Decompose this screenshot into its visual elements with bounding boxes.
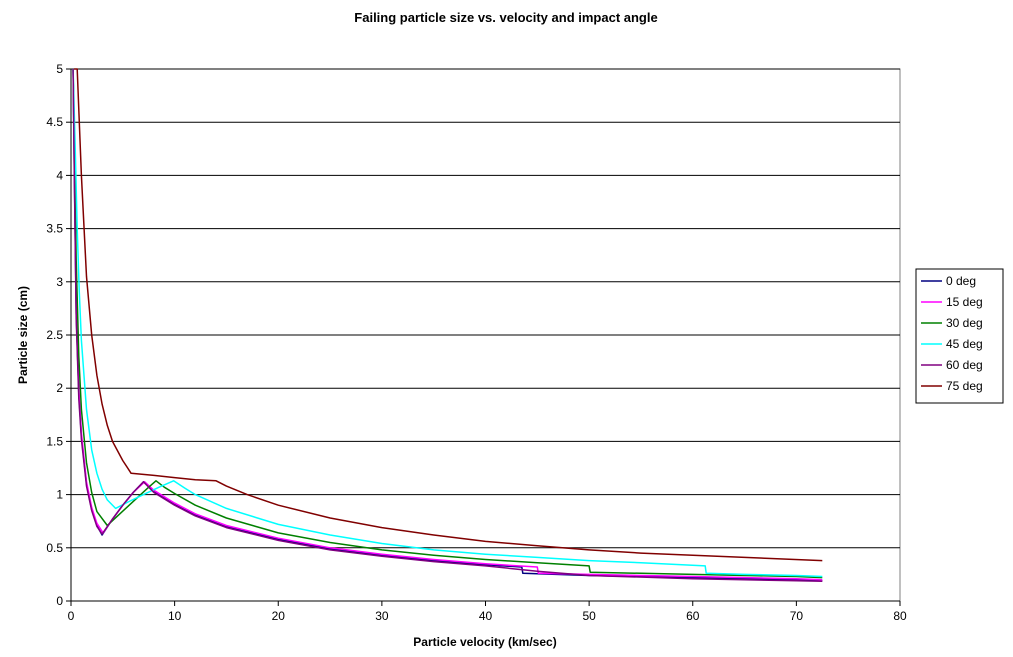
y-tick-label: 5 xyxy=(56,62,63,76)
series-line-45-deg xyxy=(72,68,823,578)
y-tick-label: 0.5 xyxy=(46,541,63,555)
series-line-75-deg xyxy=(74,68,823,562)
legend-label: 0 deg xyxy=(946,274,976,288)
y-tick-label: 2.5 xyxy=(46,328,63,342)
legend: 0 deg 15 deg 30 deg 45 deg 60 deg 75 deg xyxy=(915,268,1004,404)
x-tick-label: 30 xyxy=(375,609,389,623)
series-lines xyxy=(72,68,823,583)
x-tick-label: 70 xyxy=(790,609,804,623)
x-tick-label: 50 xyxy=(582,609,596,623)
series-line-60-deg xyxy=(72,68,823,583)
chart-title: Failing particle size vs. velocity and i… xyxy=(354,10,657,25)
x-axis-ticks: 0 10 20 30 40 50 60 70 80 xyxy=(68,601,907,623)
y-tick-label: 3.5 xyxy=(46,222,63,236)
y-tick-label: 4.5 xyxy=(46,115,63,129)
y-axis-ticks: 0 0.5 1 1.5 2 2.5 3 3.5 4 4.5 5 xyxy=(46,62,71,608)
gridlines xyxy=(71,68,900,549)
x-tick-label: 0 xyxy=(68,609,75,623)
legend-label: 75 deg xyxy=(946,379,983,393)
x-tick-label: 10 xyxy=(168,609,182,623)
x-axis-label: Particle velocity (km/sec) xyxy=(413,635,556,649)
y-tick-label: 2 xyxy=(56,381,63,395)
legend-box xyxy=(915,268,1004,404)
y-tick-label: 1.5 xyxy=(46,434,63,448)
y-tick-label: 4 xyxy=(56,168,63,182)
legend-label: 60 deg xyxy=(946,358,983,372)
legend-label: 30 deg xyxy=(946,316,983,330)
y-tick-label: 3 xyxy=(56,275,63,289)
x-tick-label: 40 xyxy=(479,609,493,623)
legend-label: 15 deg xyxy=(946,295,983,309)
x-tick-label: 20 xyxy=(272,609,286,623)
y-tick-label: 0 xyxy=(56,594,63,608)
x-tick-label: 80 xyxy=(893,609,907,623)
y-tick-label: 1 xyxy=(56,488,63,502)
series-line-30-deg xyxy=(72,68,823,579)
x-tick-label: 60 xyxy=(686,609,700,623)
legend-label: 45 deg xyxy=(946,337,983,351)
y-axis-label: Particle size (cm) xyxy=(16,286,30,384)
